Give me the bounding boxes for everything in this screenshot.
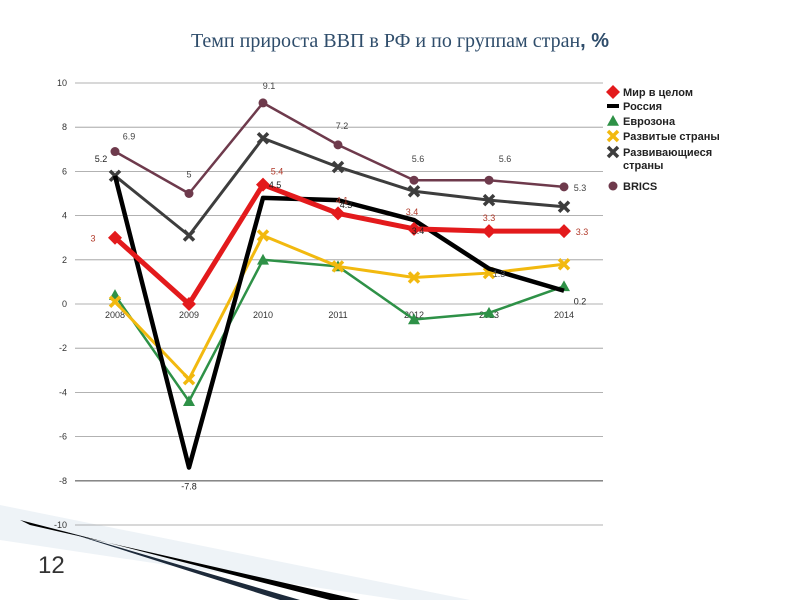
- y-tick-label: -8: [59, 476, 67, 486]
- data-point: [110, 147, 120, 157]
- data-point: [557, 224, 571, 239]
- data-point: [258, 98, 268, 108]
- data-point: [256, 132, 270, 145]
- series-line: [112, 175, 565, 470]
- y-tick-label: -10: [54, 520, 67, 530]
- data-point: [333, 140, 343, 150]
- data-point: [408, 313, 420, 325]
- data-labels: 3 5.4 4.1 3.4 3.3 3.3 -7.8 4.5 4.3 3.4 0.2 1.3 5.2 6.…: [90, 81, 588, 492]
- x-tick-label: 2010: [253, 310, 273, 320]
- legend-label: Мир в целом: [623, 87, 693, 99]
- slide-number: 12: [38, 552, 65, 579]
- x-tick-label: 2014: [554, 310, 574, 320]
- data-point: [331, 160, 345, 174]
- data-label: -7.8: [181, 482, 197, 492]
- data-point: [257, 253, 269, 265]
- data-point: [606, 129, 620, 143]
- data-point: [256, 177, 270, 192]
- data-point: [409, 175, 419, 185]
- legend-label: Еврозона: [623, 116, 676, 128]
- data-point: [482, 224, 496, 239]
- chart-title: Темп прироста ВВП в РФ и по группам стра…: [0, 30, 800, 53]
- x-tick-label: 2008: [105, 310, 125, 320]
- data-point: [108, 295, 122, 309]
- y-axis-ticks: -10 -8 -6 -4 -2 0 2 4 6 8 10: [54, 78, 67, 530]
- series-line: [113, 258, 565, 403]
- data-label: 3: [90, 234, 95, 244]
- data-point: [108, 230, 122, 245]
- legend-label: Россия: [623, 101, 662, 113]
- title-text: Темп прироста ВВП в РФ и по группам стра…: [190, 30, 581, 52]
- data-label: 4.5: [269, 180, 282, 190]
- data-label: 5: [186, 170, 191, 180]
- data-point: [557, 200, 571, 213]
- data-point: [331, 206, 345, 221]
- x-tick-label: 2009: [179, 310, 199, 320]
- grid: [75, 82, 603, 526]
- data-label: 3.3: [483, 213, 496, 223]
- decor-stripe-light: [0, 505, 470, 600]
- data-label: 5.4: [271, 167, 284, 177]
- y-tick-label: 10: [57, 78, 67, 88]
- y-tick-label: 6: [62, 166, 67, 176]
- x-tick-label: 2011: [328, 310, 347, 320]
- data-point: [331, 260, 345, 273]
- data-label: 5.2: [95, 154, 108, 164]
- series-line: [113, 233, 565, 381]
- data-label: 6.9: [123, 132, 136, 142]
- y-tick-label: 2: [62, 255, 67, 265]
- legend-label-line: страны: [623, 160, 663, 172]
- data-point: [482, 193, 496, 207]
- data-label: 4.1: [336, 195, 349, 205]
- data-label: 5.6: [499, 154, 512, 164]
- data-label: 5.6: [412, 154, 425, 164]
- data-point: [182, 297, 196, 311]
- data-label: 3.4: [406, 207, 419, 217]
- data-label: 1.3: [493, 269, 506, 279]
- data-label: 7.2: [336, 121, 349, 131]
- x-axis-ticks: 2008200920102011201220132014: [105, 310, 574, 320]
- series-line: [114, 136, 565, 237]
- data-point: [183, 395, 195, 407]
- data-label: 0.2: [574, 297, 587, 307]
- y-tick-label: -6: [59, 432, 67, 442]
- y-tick-label: 8: [62, 122, 67, 132]
- title-suffix: , %: [580, 30, 610, 52]
- data-point: [607, 115, 619, 126]
- data-point: [407, 221, 421, 236]
- data-point: [407, 185, 421, 198]
- y-tick-label: -4: [59, 387, 67, 397]
- data-label: 9.1: [263, 81, 276, 91]
- y-tick-label: -2: [59, 343, 67, 353]
- legend-label: Развивающиеся страны: [623, 147, 712, 172]
- data-point: [483, 306, 495, 318]
- legend: Мир в целом Россия Еврозона Развитые страны…: [606, 85, 720, 193]
- data-label: 3.3: [576, 227, 589, 237]
- data-point: [557, 257, 571, 271]
- y-tick-label: 0: [62, 299, 67, 309]
- data-point: [606, 145, 620, 159]
- data-point: [407, 271, 421, 284]
- data-point: [608, 181, 618, 191]
- data-label: 3.4: [412, 226, 425, 236]
- data-point: [484, 175, 494, 185]
- decorative-stripes: [0, 505, 470, 600]
- y-tick-label: 4: [62, 211, 67, 221]
- data-point: [256, 229, 270, 242]
- legend-label: BRICS: [623, 181, 657, 193]
- data-point: [184, 189, 194, 198]
- data-point: [182, 372, 196, 386]
- data-point: [182, 229, 196, 242]
- data-point: [606, 85, 620, 99]
- data-label: 5.3: [574, 183, 587, 193]
- data-point: [559, 182, 569, 192]
- legend-label: Развитые страны: [623, 131, 720, 143]
- legend-marker: [607, 104, 619, 108]
- data-label: 4.3: [340, 200, 353, 210]
- series-group: [108, 98, 571, 470]
